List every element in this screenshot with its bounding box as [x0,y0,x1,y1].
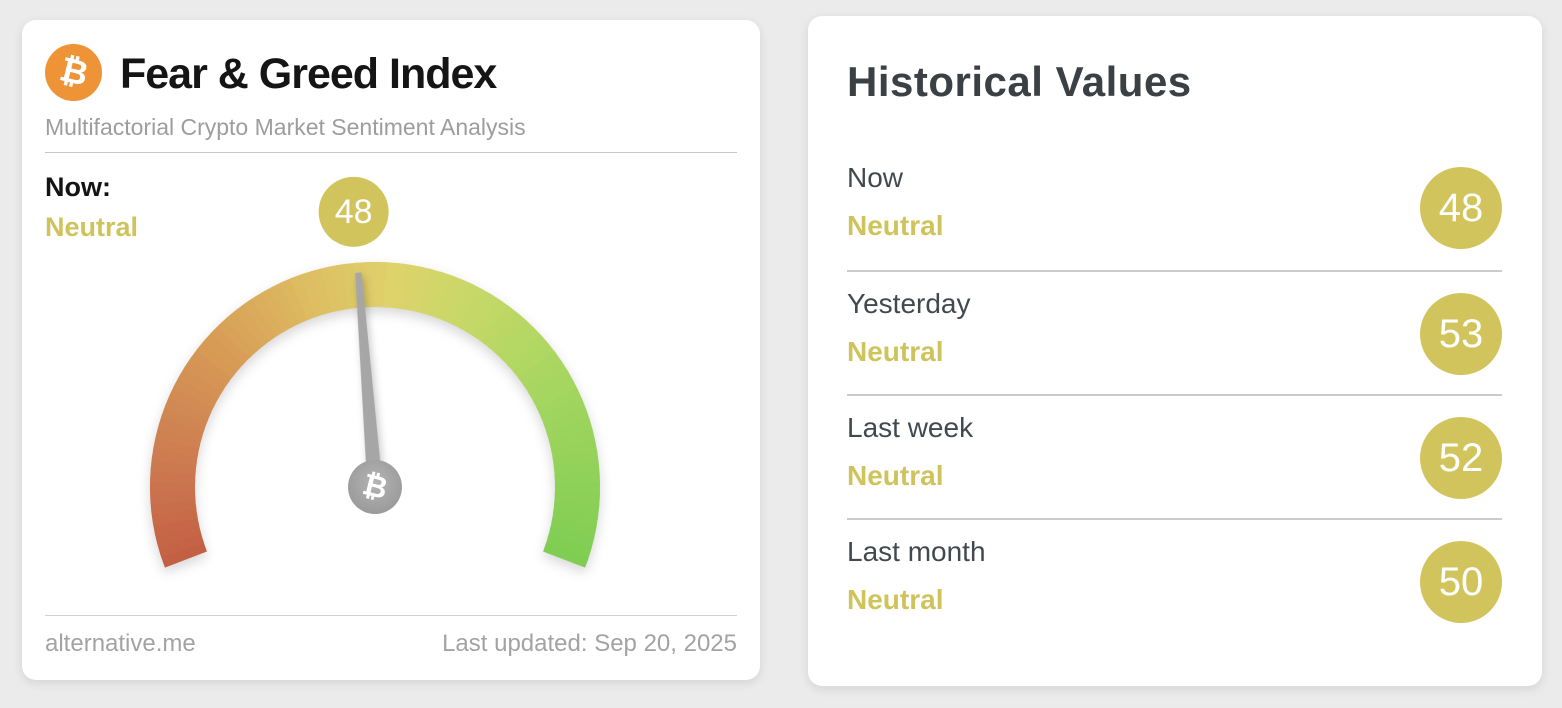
historical-title: Historical Values [847,58,1192,105]
row-label: Yesterday [847,288,971,319]
now-label: Now: [45,172,111,202]
gauge: ₿ 48 [150,176,600,568]
historical-values-card: Historical Values Now Neutral 48 Yesterd… [808,16,1542,686]
fear-greed-card: ₿ Fear & Greed Index Multifactorial Cryp… [22,20,760,680]
gauge-value-text: 48 [335,193,373,231]
row-label: Now [847,162,904,193]
card-subtitle: Multifactorial Crypto Market Sentiment A… [45,114,526,140]
historical-rows: Now Neutral 48 Yesterday Neutral 53 Last… [847,146,1502,642]
row-label: Last week [847,412,974,443]
gauge-value-badge: 48 [318,176,389,247]
value-badge: 52 [1420,417,1502,499]
row-classification: Neutral [847,336,944,367]
gauge-needle [355,272,385,502]
row-classification: Neutral [847,460,944,491]
bitcoin-icon: ₿ [45,44,102,101]
row-label: Last month [847,536,986,567]
table-row: Yesterday Neutral 53 [847,270,1502,394]
source-link[interactable]: alternative.me [45,630,196,657]
now-classification: Neutral [45,212,139,242]
row-classification: Neutral [847,210,944,241]
row-classification: Neutral [847,584,944,615]
gauge-arc-segment [542,543,589,568]
footer-divider [45,615,737,616]
bitcoin-glyph: ₿ [55,50,92,94]
last-updated-text: Last updated: Sep 20, 2025 [442,630,737,657]
table-row: Last week Neutral 52 [847,394,1502,518]
table-row: Last month Neutral 50 [847,518,1502,642]
table-row: Now Neutral 48 [847,146,1502,270]
value-badge: 48 [1420,167,1502,249]
card-title: Fear & Greed Index [120,50,497,98]
header-divider [45,152,737,153]
value-badge: 50 [1420,541,1502,623]
gauge-arc [150,262,600,568]
value-badge: 53 [1420,293,1502,375]
gauge-hub: ₿ [348,460,402,514]
